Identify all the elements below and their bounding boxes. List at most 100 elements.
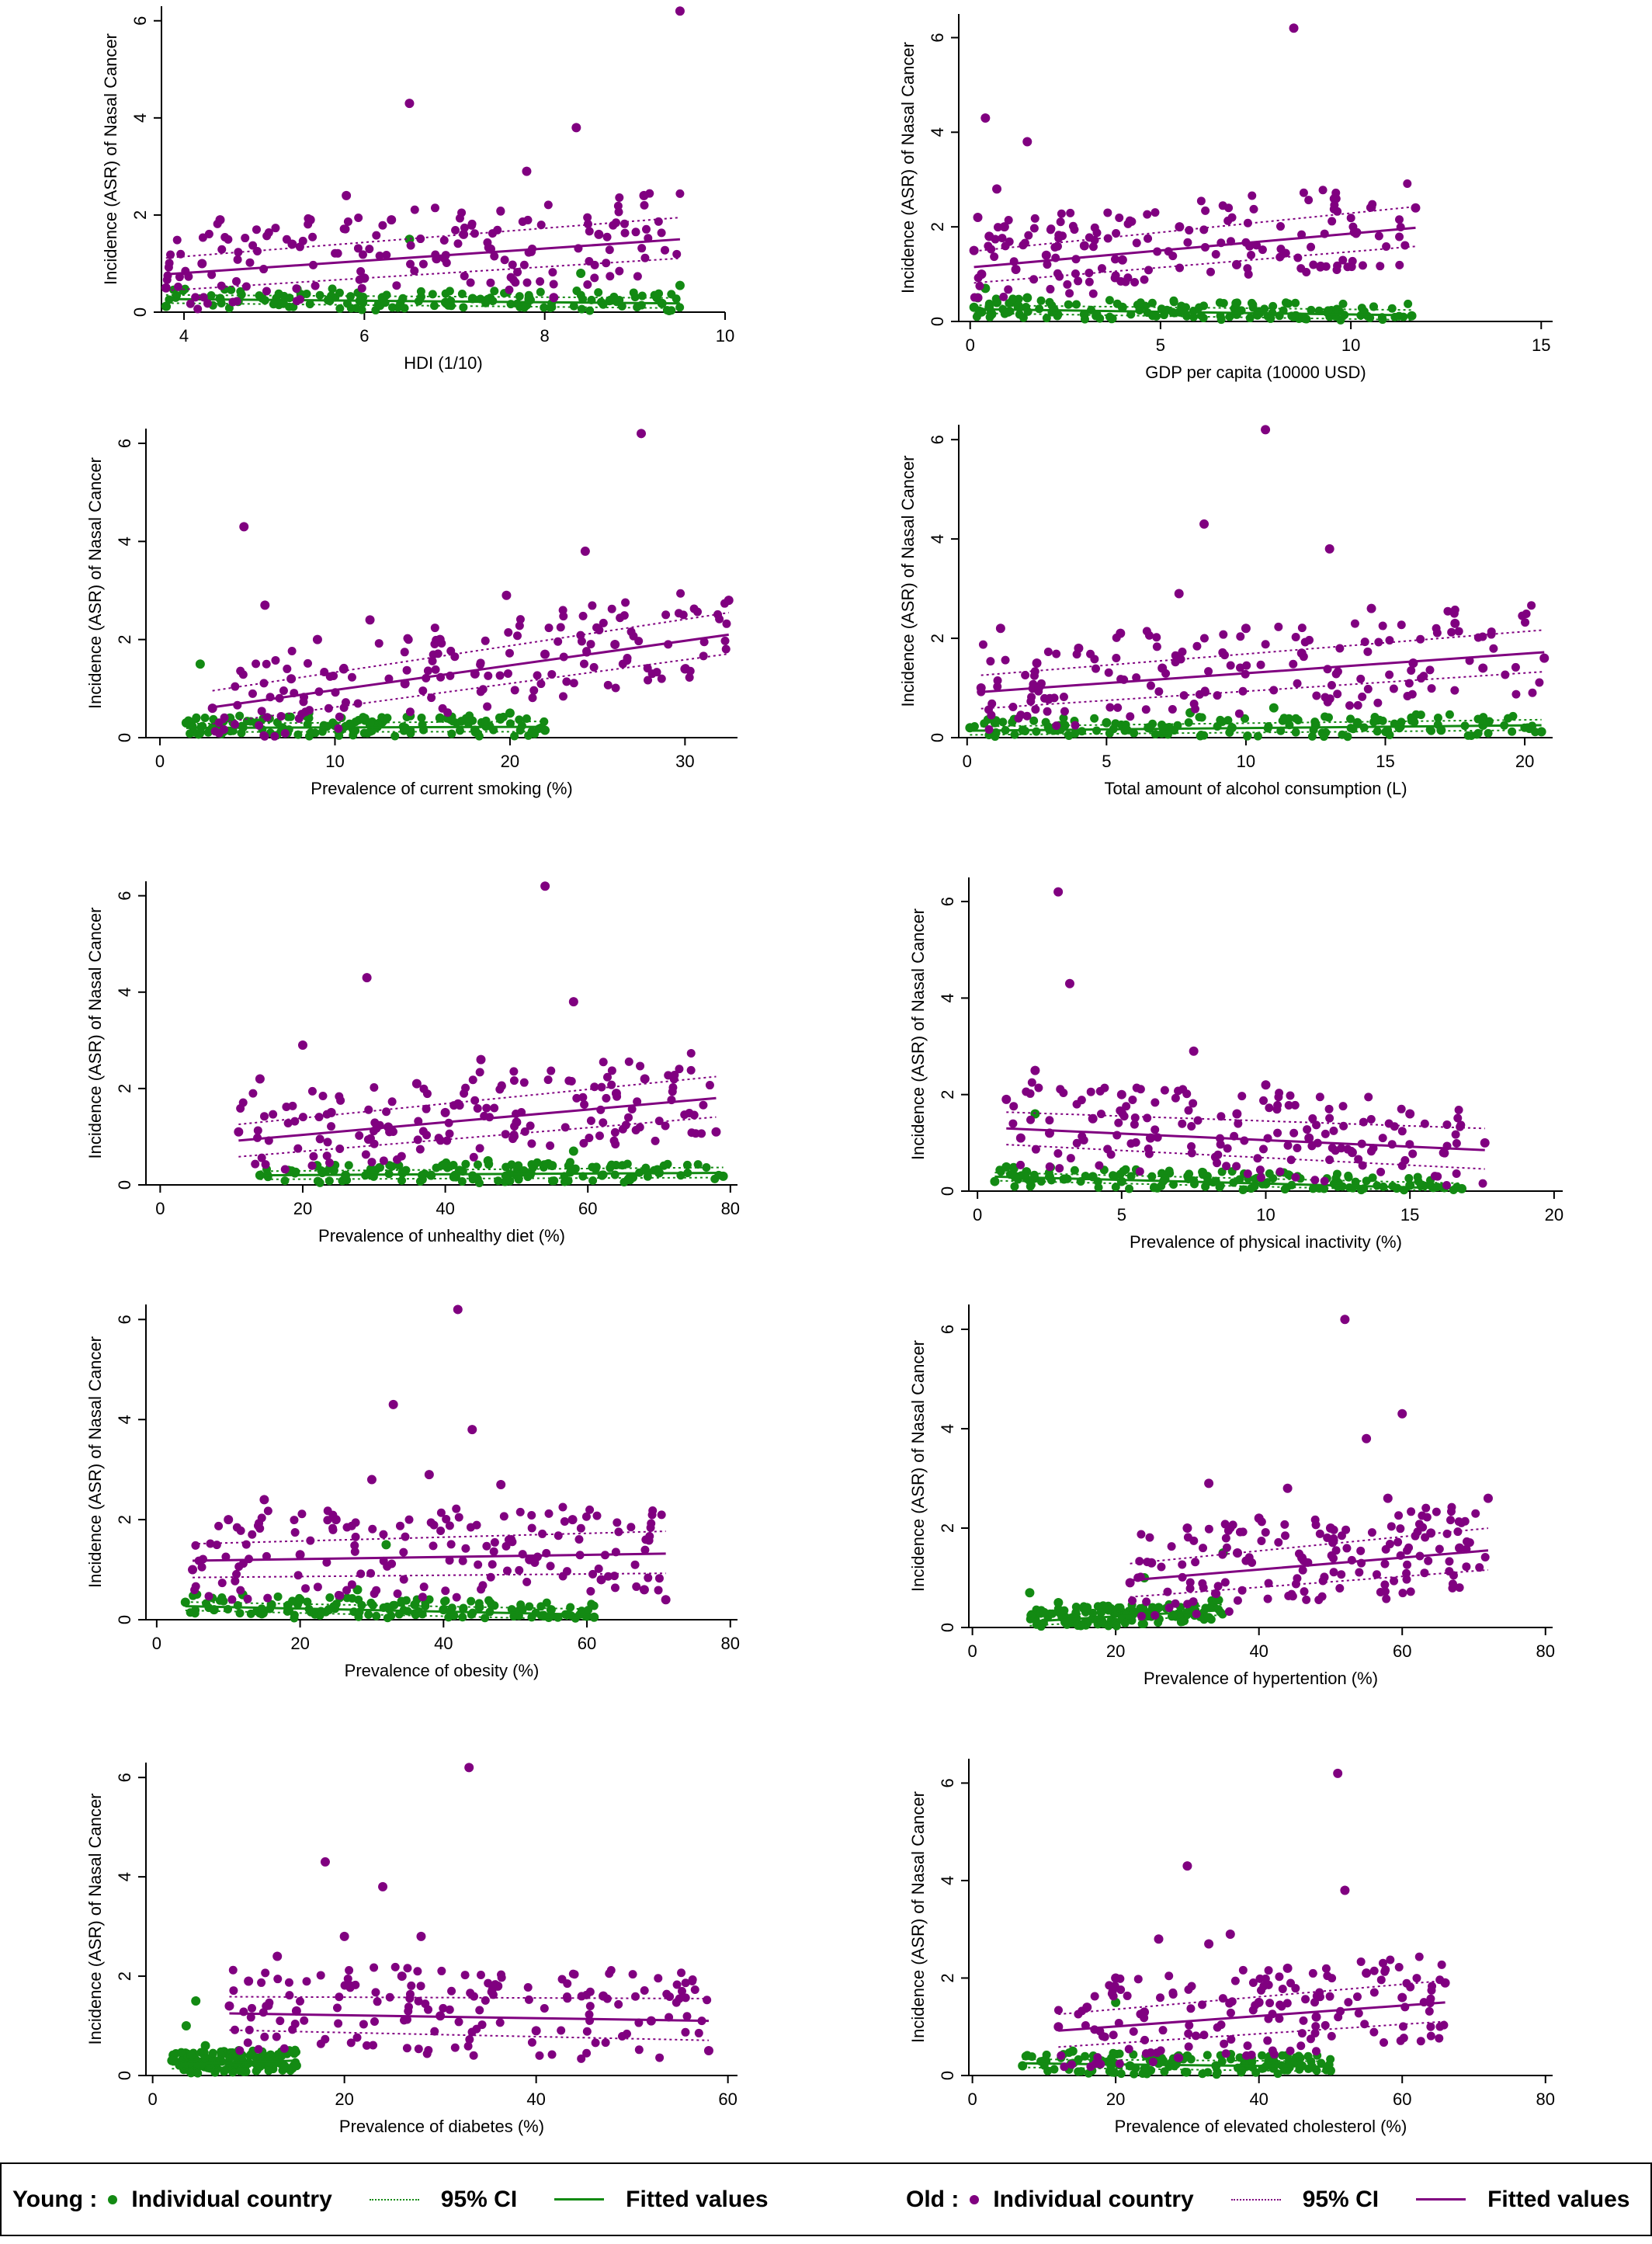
old-country-point <box>1004 215 1013 224</box>
old-country-point <box>503 669 512 678</box>
old-country-point <box>1369 1966 1379 1975</box>
young-country-point <box>397 1596 406 1606</box>
old-country-point <box>1261 1527 1270 1537</box>
young-country-point <box>547 1161 557 1171</box>
young-country-point <box>1116 2069 1126 2079</box>
old-country-point <box>1328 217 1337 226</box>
old-country-point <box>599 1118 608 1127</box>
x-tick-label: 8 <box>540 326 550 346</box>
young-country-point <box>1445 710 1454 719</box>
old-country-point <box>326 1107 336 1117</box>
young-country-point <box>1332 304 1341 314</box>
old-country-point <box>1088 289 1098 298</box>
old-country-point <box>1174 589 1184 599</box>
old-country-point <box>640 1545 650 1554</box>
old-country-point <box>1199 1544 1208 1553</box>
young-country-point <box>1197 713 1206 722</box>
young-country-point <box>186 2069 196 2078</box>
old-country-point <box>1112 228 1121 238</box>
old-country-point <box>1446 1516 1455 1525</box>
x-tick-label: 10 <box>1256 1205 1275 1224</box>
old-country-point <box>1213 2023 1222 2032</box>
old-country-point <box>1346 214 1355 223</box>
old-country-point <box>509 1076 519 1086</box>
old-country-point <box>661 610 671 620</box>
old-country-point <box>1385 636 1394 645</box>
old-country-point <box>1435 2022 1445 2031</box>
old-country-point <box>623 653 632 662</box>
old-country-point <box>1241 1556 1251 1565</box>
x-tick-label: 5 <box>1117 1205 1126 1224</box>
young-country-point <box>659 1161 668 1170</box>
old-country-point <box>441 1586 450 1596</box>
old-country-point <box>631 1992 640 2001</box>
old-country-point <box>620 219 629 228</box>
old-country-point <box>1265 1103 1274 1113</box>
old-country-point <box>403 1964 412 1973</box>
old-country-point <box>1324 544 1334 554</box>
old-country-point <box>1059 693 1068 702</box>
old-country-point <box>1168 252 1178 261</box>
old-country-point <box>1071 721 1080 730</box>
old-country-point <box>1342 1544 1352 1553</box>
young-country-point <box>1182 2068 1191 2077</box>
old-country-point <box>1060 707 1069 716</box>
old-country-point <box>654 1974 663 1983</box>
old-country-point <box>1053 2006 1063 2015</box>
young-country-point <box>264 2066 273 2076</box>
old-country-point <box>1226 661 1235 670</box>
old-country-point <box>422 1104 431 1113</box>
young-country-point <box>441 289 450 298</box>
old-country-point <box>1310 1998 1320 2007</box>
old-country-point <box>558 1502 567 1512</box>
old-country-point <box>628 1970 637 1979</box>
old-country-point <box>1395 260 1404 269</box>
old-country-point <box>1320 1176 1329 1186</box>
old-country-point <box>1082 2003 1092 2013</box>
old-country-point <box>260 731 269 741</box>
young-country-point <box>1022 1167 1032 1177</box>
old-country-point <box>613 1518 622 1527</box>
young-country-point <box>324 1176 334 1186</box>
old-country-point <box>1210 1152 1220 1162</box>
old-country-point <box>610 639 620 649</box>
old-country-point <box>1293 1574 1302 1583</box>
old-country-point <box>1301 1995 1310 2004</box>
legend-old-title: Old : <box>906 2186 960 2212</box>
old-country-point <box>559 612 568 621</box>
old-country-point <box>236 666 245 676</box>
young-country-point <box>1203 2051 1212 2060</box>
young-country-point <box>1026 1182 1035 1191</box>
old-ci-upper <box>229 1996 709 1999</box>
old-country-point <box>424 2005 433 2014</box>
old-country-point <box>1454 627 1463 636</box>
old-country-point <box>1437 1960 1446 1969</box>
old-country-point <box>526 1121 535 1131</box>
young-ci-upper <box>186 721 546 725</box>
old-country-point <box>1213 1582 1223 1591</box>
old-country-point <box>1407 690 1417 699</box>
old-country-point <box>515 621 524 630</box>
old-country-point <box>524 1995 533 2004</box>
old-country-point <box>489 1547 498 1556</box>
x-tick-label: 60 <box>578 1634 596 1653</box>
old-country-point <box>445 1129 454 1138</box>
young-country-point <box>481 1614 490 1623</box>
old-country-point <box>1289 23 1299 33</box>
young-country-point <box>1291 728 1300 737</box>
old-country-point <box>1150 1098 1160 1107</box>
old-country-point <box>1117 255 1127 265</box>
old-country-point <box>568 997 578 1007</box>
young-country-point <box>1479 713 1488 722</box>
old-country-point <box>1135 1167 1144 1176</box>
old-ci-upper <box>1130 1527 1489 1565</box>
young-country-point <box>1204 1613 1214 1623</box>
old-country-point <box>342 190 352 200</box>
young-country-point <box>428 290 437 299</box>
old-country-point <box>1369 1988 1379 1997</box>
x-tick-label: 40 <box>436 1199 454 1218</box>
old-country-point <box>1289 1128 1299 1138</box>
young-country-point <box>1026 1610 1036 1620</box>
legend-old-marker <box>970 2194 980 2204</box>
